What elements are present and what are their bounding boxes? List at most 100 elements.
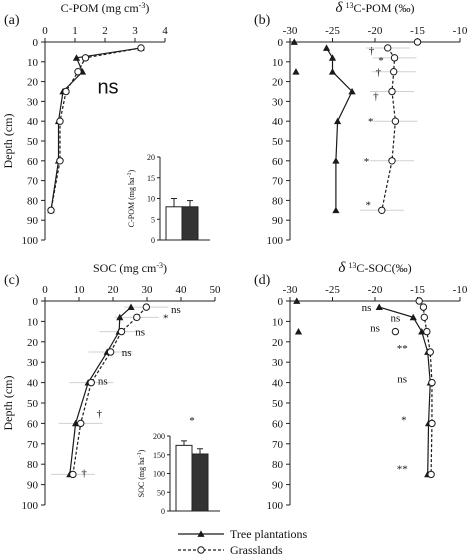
significance-label: ns xyxy=(97,77,118,99)
legend-marker-tree xyxy=(197,530,205,537)
panel-b: (b) δ 13C-POM (‰) -30 -25 -20 -15 -10 0 10 20 30 40… xyxy=(254,0,468,247)
y-tick-label: 70 xyxy=(27,439,39,451)
axis-title: C-POM (mg cm-3) xyxy=(61,1,150,16)
y-tick-label: 30 xyxy=(27,96,39,108)
y-tick-label: 0 xyxy=(33,37,39,49)
grass-point xyxy=(390,54,399,62)
x-tick-label: 50 xyxy=(210,284,222,296)
grass-point xyxy=(142,303,151,311)
x-tick-label: -30 xyxy=(283,284,298,296)
y-tick-label: 80 xyxy=(272,195,284,207)
x-tick-label: -25 xyxy=(325,284,340,296)
significance-label: * xyxy=(364,156,370,168)
tree-point xyxy=(293,297,301,304)
y-tick-label: 70 xyxy=(272,176,284,188)
inset-y-tick-label: 50 xyxy=(157,488,165,497)
tree-point xyxy=(322,44,331,51)
y-tick-label: 60 xyxy=(27,156,39,168)
grass-point xyxy=(77,419,85,428)
inset-bar-tree xyxy=(165,206,183,241)
significance-label: † xyxy=(376,67,382,79)
grass-point xyxy=(423,327,431,336)
significance-label: † xyxy=(97,408,103,420)
inset-y-tick-label: 0 xyxy=(151,236,155,245)
y-tick-label: 0 xyxy=(278,296,284,308)
grass-point xyxy=(384,44,392,52)
y-axis-label: Depth (cm) xyxy=(1,376,15,431)
panel-label: (c) xyxy=(4,273,20,288)
grass-point xyxy=(137,44,145,52)
significance-label: ns xyxy=(362,302,372,314)
legend: Tree plantations Grasslands xyxy=(178,527,308,557)
grass-point xyxy=(388,87,396,96)
y-tick-label: 100 xyxy=(267,500,284,512)
tree-point xyxy=(409,313,417,321)
grass-point xyxy=(391,117,400,125)
grass-point xyxy=(62,87,70,96)
tree-point xyxy=(328,68,337,75)
grass-point xyxy=(413,38,422,46)
inset-chart: 0 5 10 15 20 C-POM (mg ha-1) xyxy=(127,153,210,245)
significance-label: * xyxy=(378,55,384,67)
y-tick-label: 10 xyxy=(272,316,284,328)
inset-y-tick-label: 150 xyxy=(153,451,165,460)
y-tick-label: 50 xyxy=(272,136,284,148)
significance-label: * xyxy=(368,116,374,128)
y-tick-label: 60 xyxy=(272,418,284,430)
grass-point xyxy=(427,470,435,479)
y-tick-label: 60 xyxy=(27,418,39,430)
y-tick-label: 10 xyxy=(27,316,39,328)
y-tick-label: 90 xyxy=(272,215,284,227)
inset-chart: 0 50 100 150 200 * SOC (mg ha-1) xyxy=(137,415,220,516)
x-tick-label: 10 xyxy=(74,284,86,296)
grass-point xyxy=(69,470,77,479)
x-tick-label: 0 xyxy=(42,25,48,37)
x-tick-label: -25 xyxy=(325,25,340,37)
inset-y-tick-label: 200 xyxy=(153,432,165,441)
inset-significance: * xyxy=(189,415,195,427)
tree-point xyxy=(328,54,337,61)
tree-point xyxy=(334,117,342,125)
inset-y-label: SOC (mg ha-1) xyxy=(137,449,146,497)
axis-title: δ 13C-SOC(‰) xyxy=(338,260,411,276)
y-tick-label: 40 xyxy=(27,378,39,390)
legend-label-tree: Tree plantations xyxy=(230,527,308,541)
y-tick-label: 40 xyxy=(27,116,39,128)
grass-point xyxy=(87,378,95,387)
y-tick-label: 30 xyxy=(27,357,39,369)
y-tick-label: 80 xyxy=(272,459,284,471)
y-tick-label: 100 xyxy=(22,500,39,512)
axis-title: δ 13C-POM (‰) xyxy=(336,0,415,16)
grass-point xyxy=(106,348,115,356)
y-tick-label: 0 xyxy=(33,296,39,308)
significance-label: * xyxy=(163,312,169,324)
y-tick-label: 40 xyxy=(272,378,284,390)
grass-point xyxy=(388,157,396,165)
y-tick-label: 40 xyxy=(272,116,284,128)
grass-point xyxy=(81,54,90,62)
grass-point xyxy=(419,303,428,311)
x-tick-label: 1 xyxy=(72,25,78,37)
y-tick-label: 90 xyxy=(27,480,39,492)
y-tick-label: 10 xyxy=(272,57,284,69)
inset-y-tick-label: 100 xyxy=(153,470,165,479)
y-tick-label: 100 xyxy=(267,235,284,247)
x-tick-label: 4 xyxy=(162,25,168,37)
tree-point xyxy=(292,68,300,75)
panel-label: (a) xyxy=(4,13,20,28)
y-tick-label: 20 xyxy=(272,337,284,349)
panel-a: (a)C-POM (mg cm-3)0 1 2 3 401020304050607080… xyxy=(1,1,210,247)
x-tick-label: 20 xyxy=(108,284,120,296)
grass-point xyxy=(74,68,82,76)
y-tick-label: 20 xyxy=(27,337,39,349)
significance-label: † xyxy=(81,467,87,479)
grass-point xyxy=(420,313,428,322)
grass-point xyxy=(428,419,436,428)
significance-label: * xyxy=(401,414,407,426)
panel-label: (d) xyxy=(254,273,271,288)
x-tick-label: -20 xyxy=(368,284,383,296)
significance-label: * xyxy=(365,199,371,211)
significance-label: † xyxy=(369,45,375,57)
y-tick-label: 20 xyxy=(27,77,39,89)
y-tick-label: 50 xyxy=(272,398,284,410)
